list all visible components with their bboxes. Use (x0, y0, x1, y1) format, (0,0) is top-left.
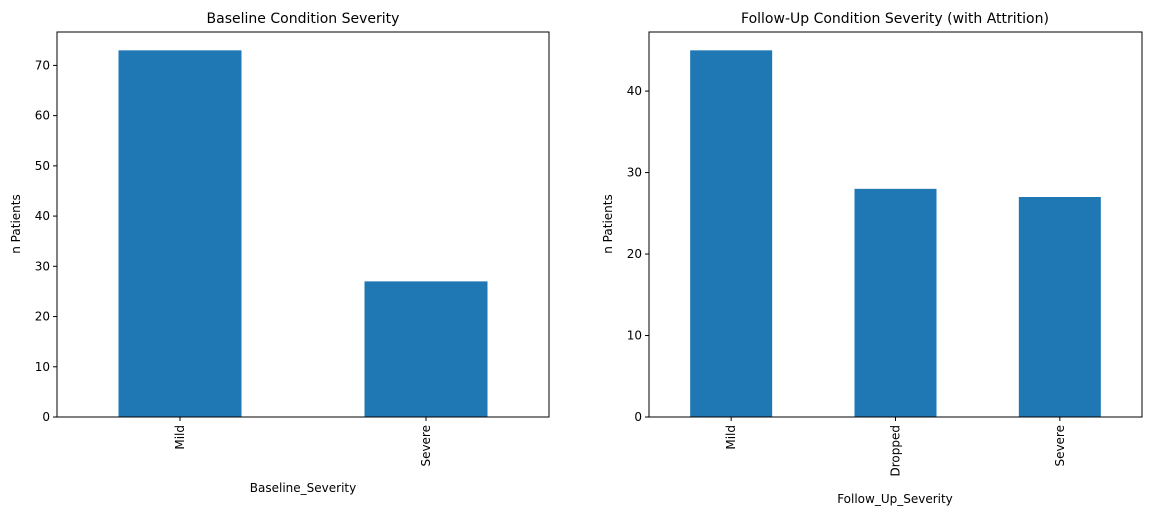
axes-frame (56, 31, 550, 418)
y-tick-label: 10 (627, 329, 642, 343)
y-tick-label: 40 (627, 84, 642, 98)
x-tick-label: Severe (419, 425, 433, 467)
y-axis-label: n Patients (9, 194, 23, 253)
x-tick-label: Severe (1053, 425, 1067, 467)
y-ticks: 0 10 20 30 40 (627, 84, 649, 424)
x-axis-label: Baseline_Severity (250, 481, 356, 495)
y-tick-label: 40 (35, 209, 50, 223)
chart-title: Baseline Condition Severity (207, 11, 400, 27)
bars (118, 50, 488, 417)
chart-title: Follow-Up Condition Severity (with Attri… (741, 11, 1049, 27)
y-axis-label: n Patients (601, 194, 615, 253)
bar-mild (690, 50, 773, 417)
x-ticks: Mild Dropped Severe (724, 417, 1067, 477)
x-tick-label: Dropped (889, 425, 903, 477)
bar-dropped (854, 188, 937, 417)
axes-frame (648, 31, 1143, 418)
y-tick-label: 0 (42, 410, 50, 424)
y-tick-label: 10 (35, 360, 50, 374)
y-ticks: 0 10 20 30 40 50 60 70 (35, 58, 57, 424)
y-tick-label: 50 (35, 159, 50, 173)
y-tick-label: 70 (35, 58, 50, 72)
y-tick-label: 30 (627, 166, 642, 180)
chart-follow-up: Follow-Up Condition Severity (with Attri… (601, 11, 1143, 506)
y-tick-label: 20 (35, 310, 50, 324)
bar-mild (118, 50, 242, 417)
x-ticks: Mild Severe (173, 417, 433, 467)
x-axis-label: Follow_Up_Severity (837, 492, 953, 506)
x-tick-label: Mild (173, 425, 187, 450)
y-tick-label: 0 (634, 410, 642, 424)
bar-severe (364, 281, 488, 417)
chart-baseline: Baseline Condition Severity n Patients B… (9, 11, 550, 495)
bar-severe (1018, 197, 1101, 417)
y-tick-label: 60 (35, 109, 50, 123)
bars (690, 50, 1101, 417)
y-tick-label: 30 (35, 259, 50, 273)
y-tick-label: 20 (627, 247, 642, 261)
x-tick-label: Mild (724, 425, 738, 450)
